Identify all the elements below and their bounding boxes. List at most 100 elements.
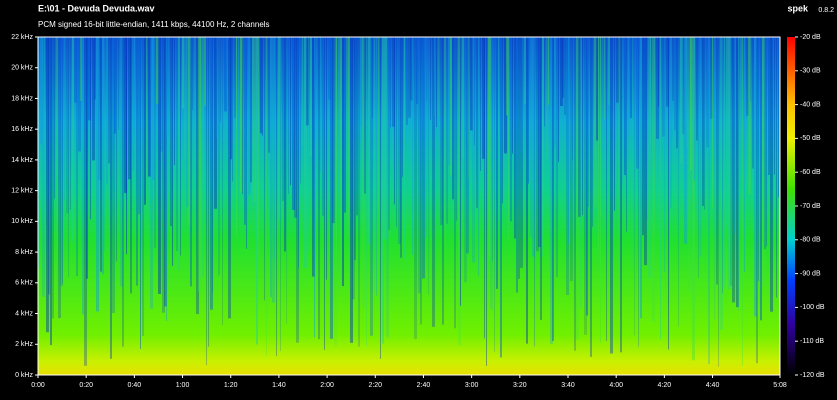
- spectrogram-stripe: [346, 37, 349, 238]
- spectrogram-stripe: [122, 37, 124, 347]
- spectrogram-stripe: [280, 37, 281, 352]
- spectrogram-stripe: [120, 37, 123, 287]
- spectrogram-stripe: [256, 37, 258, 345]
- spectrogram-stripe: [646, 37, 647, 221]
- spectrogram-stripe: [460, 37, 461, 306]
- spectrogram-stripe: [744, 37, 745, 272]
- spectrogram-stripe: [254, 37, 256, 202]
- spectrogram-stripe: [772, 37, 774, 99]
- spectrogram-stripe: [606, 37, 607, 341]
- spectrogram-stripe: [502, 37, 503, 204]
- spectrogram-stripe: [64, 37, 65, 201]
- spectrogram-stripe: [464, 37, 467, 283]
- spectrogram-stripe: [728, 37, 731, 289]
- spectrogram-stripe: [650, 37, 651, 148]
- x-tick-label: 1:40: [272, 382, 286, 389]
- spectrogram-stripe: [218, 37, 220, 276]
- spectrogram-stripe: [314, 37, 315, 338]
- spectrogram-stripe: [404, 37, 405, 259]
- spectrogram-stripe: [766, 37, 767, 247]
- spectrogram-stripe: [358, 37, 360, 347]
- spectrogram-stripe: [90, 37, 91, 220]
- spectrogram-stripe: [470, 37, 473, 131]
- x-tick-label: 2:20: [368, 382, 382, 389]
- spectrogram-stripe: [720, 37, 723, 330]
- spectrogram-stripe: [208, 37, 209, 347]
- spectrogram-stripe: [72, 37, 74, 243]
- spectrogram-stripe: [170, 37, 172, 227]
- spectrogram-stripe: [332, 37, 335, 224]
- spectrogram-stripe: [696, 37, 698, 141]
- spectrogram-stripe: [258, 37, 259, 258]
- y-tick-label: 20 kHz: [11, 65, 33, 72]
- spectrogram-stripe: [734, 37, 736, 234]
- spectrogram-stripe: [558, 37, 559, 162]
- spectrogram-stripe: [316, 37, 317, 142]
- spectrogram-stripe: [644, 37, 647, 266]
- spectrogram-stripe: [576, 37, 579, 340]
- y-tick-label: 0 kHz: [15, 372, 33, 379]
- spectrogram-stripe: [238, 37, 239, 114]
- spectrogram-stripe: [640, 37, 642, 319]
- spectrogram-stripe: [484, 37, 485, 339]
- spectrogram-stripe: [718, 37, 719, 367]
- spectrogram-stripe: [70, 37, 71, 210]
- spectrogram-stripe: [442, 37, 444, 325]
- spectrogram-stripe: [176, 37, 178, 251]
- spectrogram-stripe: [448, 37, 451, 165]
- spectrogram-stripe: [188, 37, 191, 226]
- spectrogram-stripe: [156, 37, 159, 104]
- spectrogram-stripe: [140, 37, 141, 349]
- spectrogram-stripe: [538, 37, 541, 248]
- spectrogram-stripe: [458, 37, 461, 346]
- spectrogram-stripe: [674, 37, 676, 131]
- file-info: PCM signed 16-bit little-endian, 1411 kb…: [38, 20, 270, 29]
- spectrogram-stripe: [286, 37, 287, 324]
- spectrogram-stripe: [670, 37, 672, 209]
- spectrogram-stripe: [86, 37, 88, 279]
- spectrogram-stripe: [764, 37, 766, 250]
- spectrogram-stripe: [178, 37, 180, 270]
- spectrogram-stripe: [54, 37, 55, 199]
- spectrogram-stripe: [58, 37, 61, 319]
- spectrogram-stripe: [308, 37, 309, 251]
- scale-tick-label: -60 dB: [800, 169, 821, 176]
- spectrogram-stripe: [748, 37, 751, 194]
- spectrogram-stripe: [624, 37, 626, 176]
- spectrogram-stripe: [704, 37, 705, 210]
- spectrogram-stripe: [534, 37, 535, 347]
- spectrogram-stripe: [264, 37, 265, 301]
- spectrogram-stripe: [426, 37, 427, 101]
- spectrogram-stripe: [634, 37, 635, 336]
- spectrogram-stripe: [736, 37, 739, 308]
- spectrogram-stripe: [408, 37, 411, 118]
- spectrogram-stripe: [88, 37, 91, 121]
- x-tick-label: 5:08: [773, 382, 787, 389]
- spectrogram-stripe: [498, 37, 499, 222]
- spectrogram-stripe: [594, 37, 597, 207]
- spectrogram-stripe: [166, 37, 167, 322]
- x-tick-label: 4:40: [706, 382, 720, 389]
- spectrogram-stripe: [154, 37, 156, 249]
- spectrogram-stripe: [102, 37, 104, 275]
- spectrogram-stripe: [710, 37, 713, 119]
- spectrogram-stripe: [672, 37, 674, 101]
- spectrogram-stripe: [602, 37, 603, 124]
- spectrogram-stripe: [494, 37, 495, 352]
- spectrogram-stripe: [600, 37, 601, 343]
- spectrogram-stripe: [206, 37, 207, 366]
- spectrogram-stripe: [658, 37, 659, 107]
- spectrogram-stripe: [570, 37, 573, 282]
- spectrogram-stripe: [488, 37, 491, 257]
- spectrogram-stripe: [184, 37, 187, 161]
- spectrogram-stripe: [196, 37, 199, 314]
- spectrogram-stripe: [80, 37, 82, 101]
- spectrogram-stripe: [262, 37, 263, 136]
- spectrogram-stripe: [400, 37, 402, 258]
- spectrogram-stripe: [260, 37, 262, 134]
- spectrogram-stripe: [454, 37, 456, 329]
- spectrogram-stripe: [222, 37, 223, 326]
- spectrogram-stripe: [656, 37, 659, 139]
- y-tick-label: 16 kHz: [11, 126, 33, 133]
- spectrogram-stripe: [474, 37, 475, 146]
